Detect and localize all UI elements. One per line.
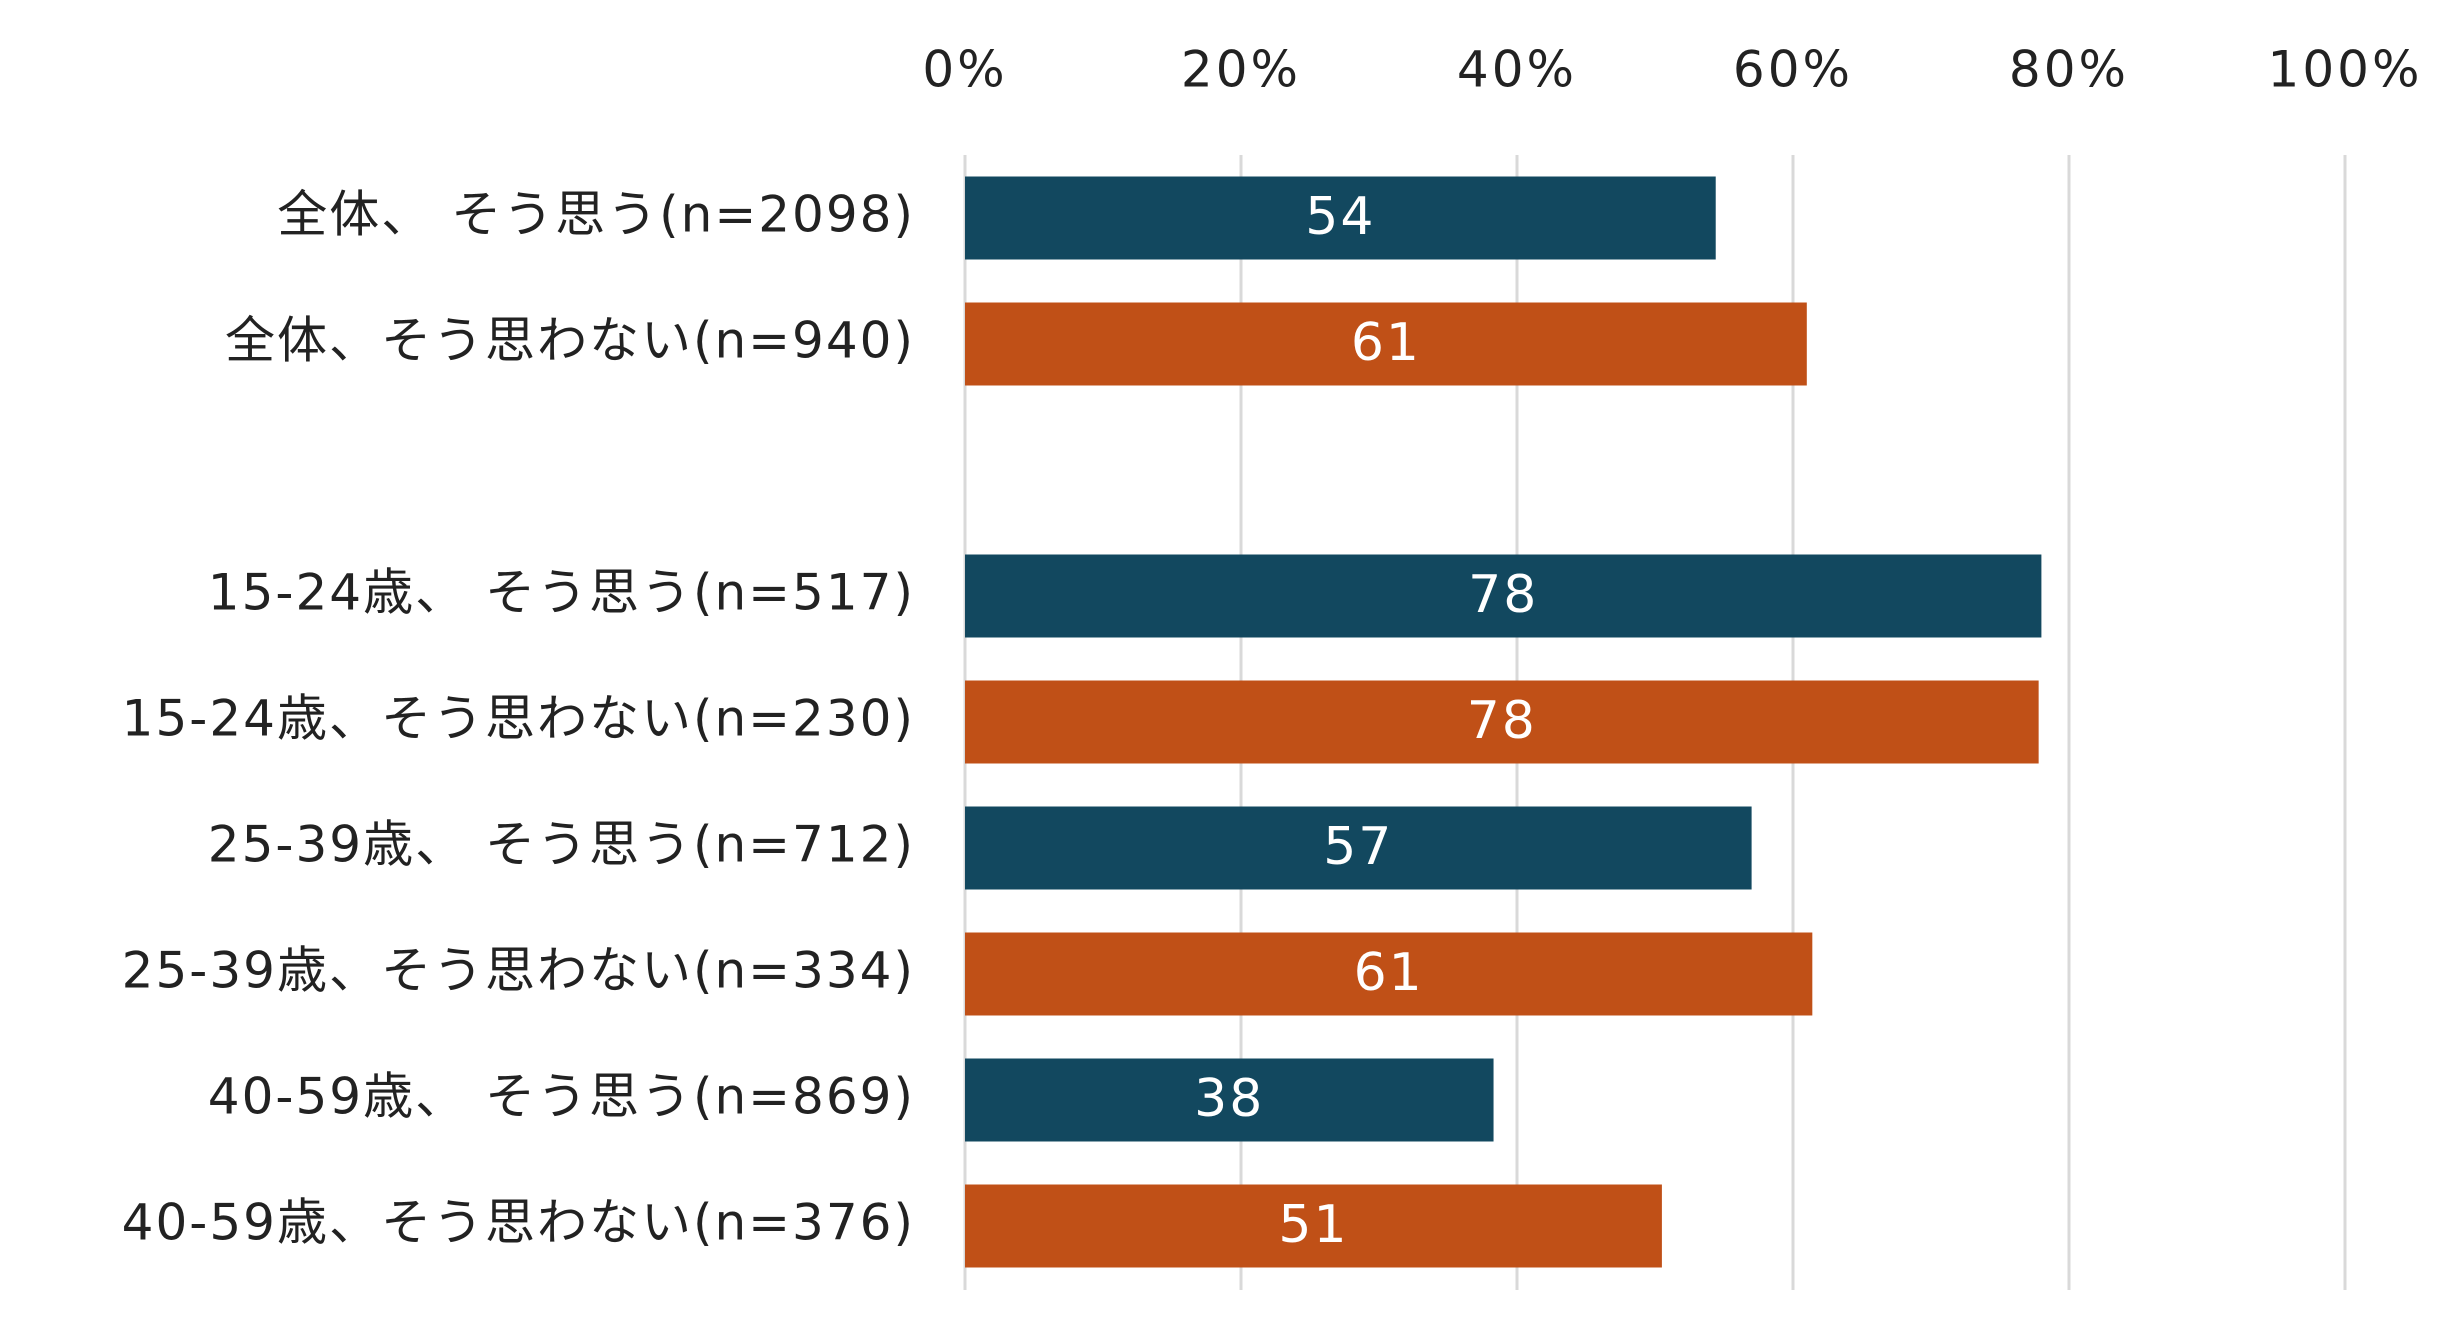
bar-dont-think-so <box>965 1184 1662 1268</box>
data-label: 51 <box>1278 1195 1348 1255</box>
bar-think-so <box>965 176 1716 260</box>
category-label: 全体、そう思わない(n=940) <box>225 312 915 370</box>
category-label: 全体、 そう思う(n=2098) <box>277 186 915 244</box>
bar-think-so <box>965 1058 1494 1142</box>
bar-think-so <box>965 806 1752 890</box>
x-tick-label: 60% <box>1733 41 1853 99</box>
category-label: 15-24歳、そう思わない(n=230) <box>122 690 915 748</box>
category-label: 25-39歳、そう思わない(n=334) <box>122 942 915 1000</box>
category-label: 40-59歳、 そう思う(n=869) <box>208 1068 915 1126</box>
bar-dont-think-so <box>965 932 1813 1016</box>
data-label: 78 <box>1468 565 1538 625</box>
bar-dont-think-so <box>965 302 1807 386</box>
x-tick-label: 0% <box>922 41 1007 99</box>
data-label: 61 <box>1351 313 1421 373</box>
category-label: 15-24歳、 そう思う(n=517) <box>208 564 915 622</box>
data-label: 54 <box>1305 187 1375 247</box>
x-tick-label: 80% <box>2009 41 2129 99</box>
bar-think-so <box>965 554 2042 638</box>
data-label: 61 <box>1354 943 1424 1003</box>
bar-dont-think-so <box>965 680 2039 764</box>
x-tick-label: 100% <box>2268 41 2423 99</box>
category-label: 40-59歳、そう思わない(n=376) <box>122 1194 915 1252</box>
data-label: 78 <box>1467 691 1537 751</box>
x-tick-label: 40% <box>1457 41 1577 99</box>
x-tick-label: 20% <box>1181 41 1301 99</box>
category-label: 25-39歳、 そう思う(n=712) <box>208 816 915 874</box>
data-label: 57 <box>1323 817 1393 877</box>
data-label: 38 <box>1194 1069 1264 1129</box>
